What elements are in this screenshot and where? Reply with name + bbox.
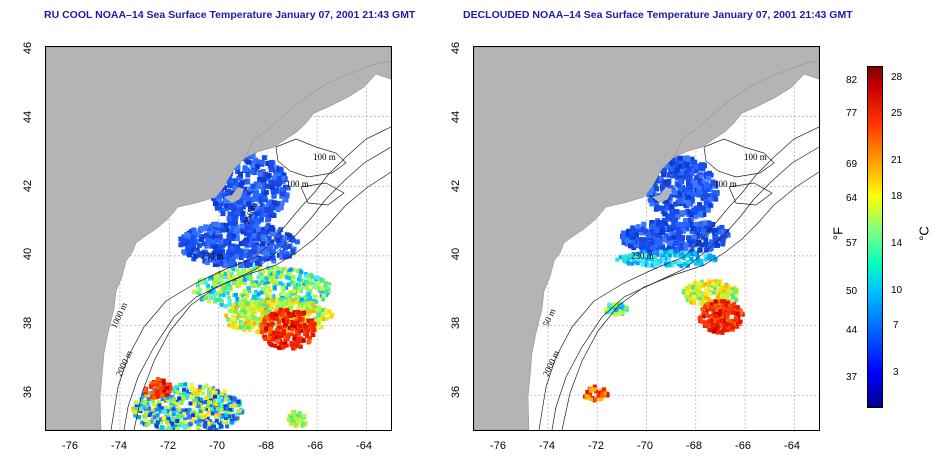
lat-tick: 36 (450, 385, 462, 399)
cape-cod-land (224, 187, 244, 203)
fahrenheit-tick: 44 (846, 325, 858, 336)
lat-tick: 38 (450, 316, 462, 330)
celsius-tick: 3 (893, 367, 899, 378)
lon-tick: -70 (637, 440, 653, 452)
left-sst-map: 100 m 100 m 250 m 230 m 1000 m 2000 m (45, 46, 392, 431)
lat-tick: 44 (22, 110, 34, 124)
contour-label: 230 m (631, 251, 654, 261)
fahrenheit-tick: 69 (846, 159, 858, 170)
lon-tick: -68 (686, 440, 702, 452)
lat-tick: 40 (450, 247, 462, 261)
lat-tick: 44 (450, 110, 462, 124)
lon-tick: -66 (735, 440, 751, 452)
lon-tick: -64 (356, 440, 372, 452)
right-map-title: DECLOUDED NOAA–14 Sea Surface Temperatur… (463, 9, 853, 21)
contour-label: 100 m (313, 152, 336, 162)
celsius-tick: 21 (891, 155, 903, 166)
lon-tick: -66 (307, 440, 323, 452)
lon-tick: -74 (539, 440, 555, 452)
lon-tick: -64 (784, 440, 800, 452)
nova-scotia-land (673, 60, 819, 158)
nova-scotia-land (245, 60, 391, 158)
celsius-tick: 28 (891, 72, 903, 83)
temperature-colorbar (867, 66, 883, 408)
lat-tick: 46 (450, 41, 462, 55)
sst-pixels (583, 155, 745, 403)
lon-tick: -72 (588, 440, 604, 452)
lat-tick: 46 (22, 41, 34, 55)
celsius-unit-label: °C (916, 226, 932, 241)
right-sst-map: 100 m 100 m 230 m 50 m 2000 m (473, 46, 820, 431)
fahrenheit-tick: 64 (846, 193, 858, 204)
celsius-tick: 14 (891, 238, 903, 249)
contour-label: 230 m (201, 251, 224, 261)
lat-tick: 38 (22, 316, 34, 330)
contour-label: 2000 m (541, 349, 562, 378)
celsius-tick: 25 (891, 108, 903, 119)
lat-tick: 36 (22, 385, 34, 399)
fahrenheit-unit-label: °F (830, 226, 846, 241)
lon-tick: -68 (258, 440, 274, 452)
lon-tick: -76 (62, 440, 78, 452)
fahrenheit-tick: 37 (846, 372, 858, 383)
lon-tick: -72 (160, 440, 176, 452)
bathymetry-contours (538, 126, 819, 430)
bathymetry-contours (110, 126, 391, 430)
fahrenheit-tick: 50 (846, 286, 858, 297)
left-map-title: RU COOL NOAA–14 Sea Surface Temperature … (44, 9, 416, 21)
fahrenheit-tick: 77 (846, 108, 858, 119)
lat-tick: 40 (22, 247, 34, 261)
cape-cod-land (652, 187, 672, 203)
contour-label: 50 m (541, 307, 558, 328)
lat-tick: 42 (22, 179, 34, 193)
contour-label: 100 m (286, 179, 309, 189)
lon-tick: -70 (209, 440, 225, 452)
fahrenheit-tick: 82 (846, 75, 858, 86)
contour-label: 100 m (744, 152, 767, 162)
lon-tick: -74 (111, 440, 127, 452)
lat-tick: 42 (450, 179, 462, 193)
celsius-tick: 18 (891, 191, 903, 202)
lon-tick: -76 (490, 440, 506, 452)
contour-label: 100 m (714, 179, 737, 189)
contour-label: 2000 m (114, 349, 135, 378)
celsius-tick: 7 (893, 320, 899, 331)
fahrenheit-tick: 57 (846, 238, 858, 249)
celsius-tick: 10 (891, 285, 903, 296)
